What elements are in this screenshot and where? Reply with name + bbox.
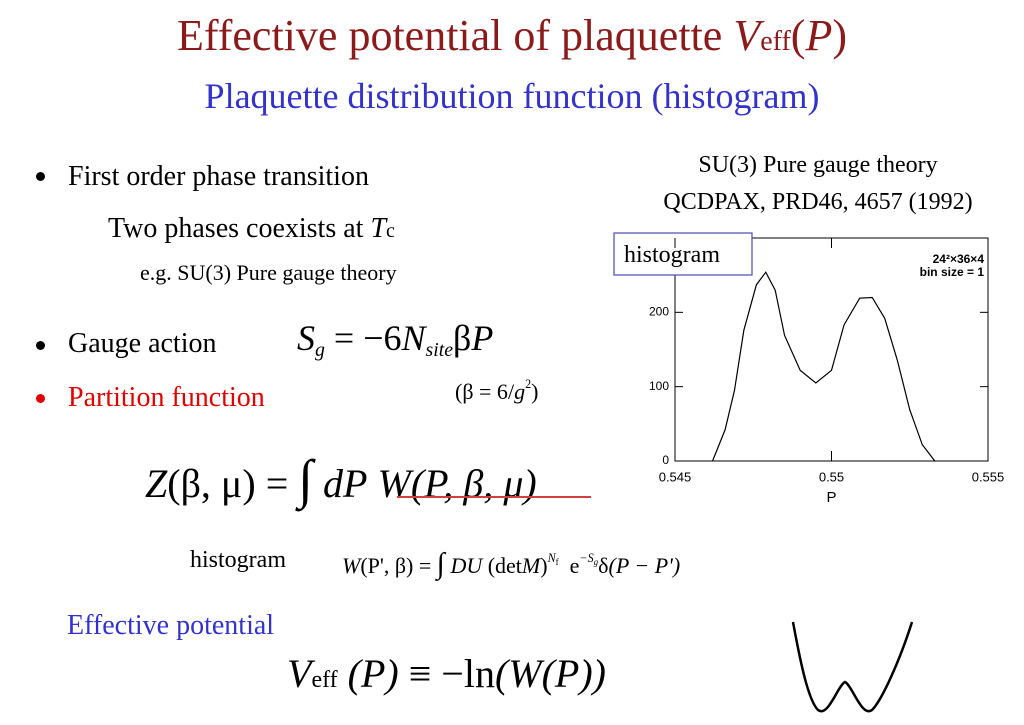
formula-histogram: W(P', β) = ∫ DU (detM)Nf e−Sgδ(P − P') bbox=[342, 548, 681, 580]
y-tick-label: 100 bbox=[649, 379, 669, 393]
bullet-subtext: Two phases coexists at Tc bbox=[108, 213, 395, 244]
chart-source: QCDPAX, PRD46, 4657 (1992) bbox=[663, 189, 973, 215]
annotation: bin size = 1 bbox=[920, 265, 985, 279]
histogram-box-label: histogram bbox=[624, 242, 720, 268]
effective-label: Effective potential bbox=[67, 610, 275, 641]
bullet-text: Gauge action bbox=[68, 328, 217, 359]
y-tick-label: 200 bbox=[649, 305, 669, 319]
bullet bbox=[36, 394, 45, 403]
bullet-text: Partition function bbox=[68, 382, 265, 413]
double-well-sketch bbox=[791, 621, 914, 713]
y-tick-label: 0 bbox=[662, 453, 669, 467]
formula-partition: Z(β, μ) = ∫ dP W(P, β, μ) bbox=[145, 449, 537, 509]
x-axis-label: P bbox=[826, 489, 836, 506]
bullet-example: e.g. SU(3) Pure gauge theory bbox=[140, 260, 397, 285]
x-tick-label: 0.545 bbox=[659, 469, 692, 484]
subtitle: Plaquette distribution function (histogr… bbox=[204, 76, 820, 116]
histogram-box bbox=[613, 232, 753, 276]
bullet bbox=[36, 341, 45, 350]
x-tick-label: 0.555 bbox=[972, 469, 1005, 484]
x-tick-label: 0.55 bbox=[819, 469, 844, 484]
formula-beta: (β = 6/g2) bbox=[455, 377, 539, 404]
annotation: 24²×36×4 bbox=[933, 252, 985, 266]
bullet-text: First order phase transition bbox=[68, 161, 369, 192]
formula-gauge: Sg = −6NsiteβP bbox=[297, 318, 494, 361]
bullet bbox=[36, 172, 45, 181]
title: Effective potential of plaquette Veff(P) bbox=[177, 11, 847, 60]
chart-source: SU(3) Pure gauge theory bbox=[698, 152, 938, 178]
histogram-label: histogram bbox=[190, 547, 286, 573]
histogram-curve bbox=[712, 271, 936, 462]
formula-veff: Veff (P) ≡ −ln(W(P)) bbox=[287, 651, 606, 696]
underline bbox=[397, 496, 591, 498]
